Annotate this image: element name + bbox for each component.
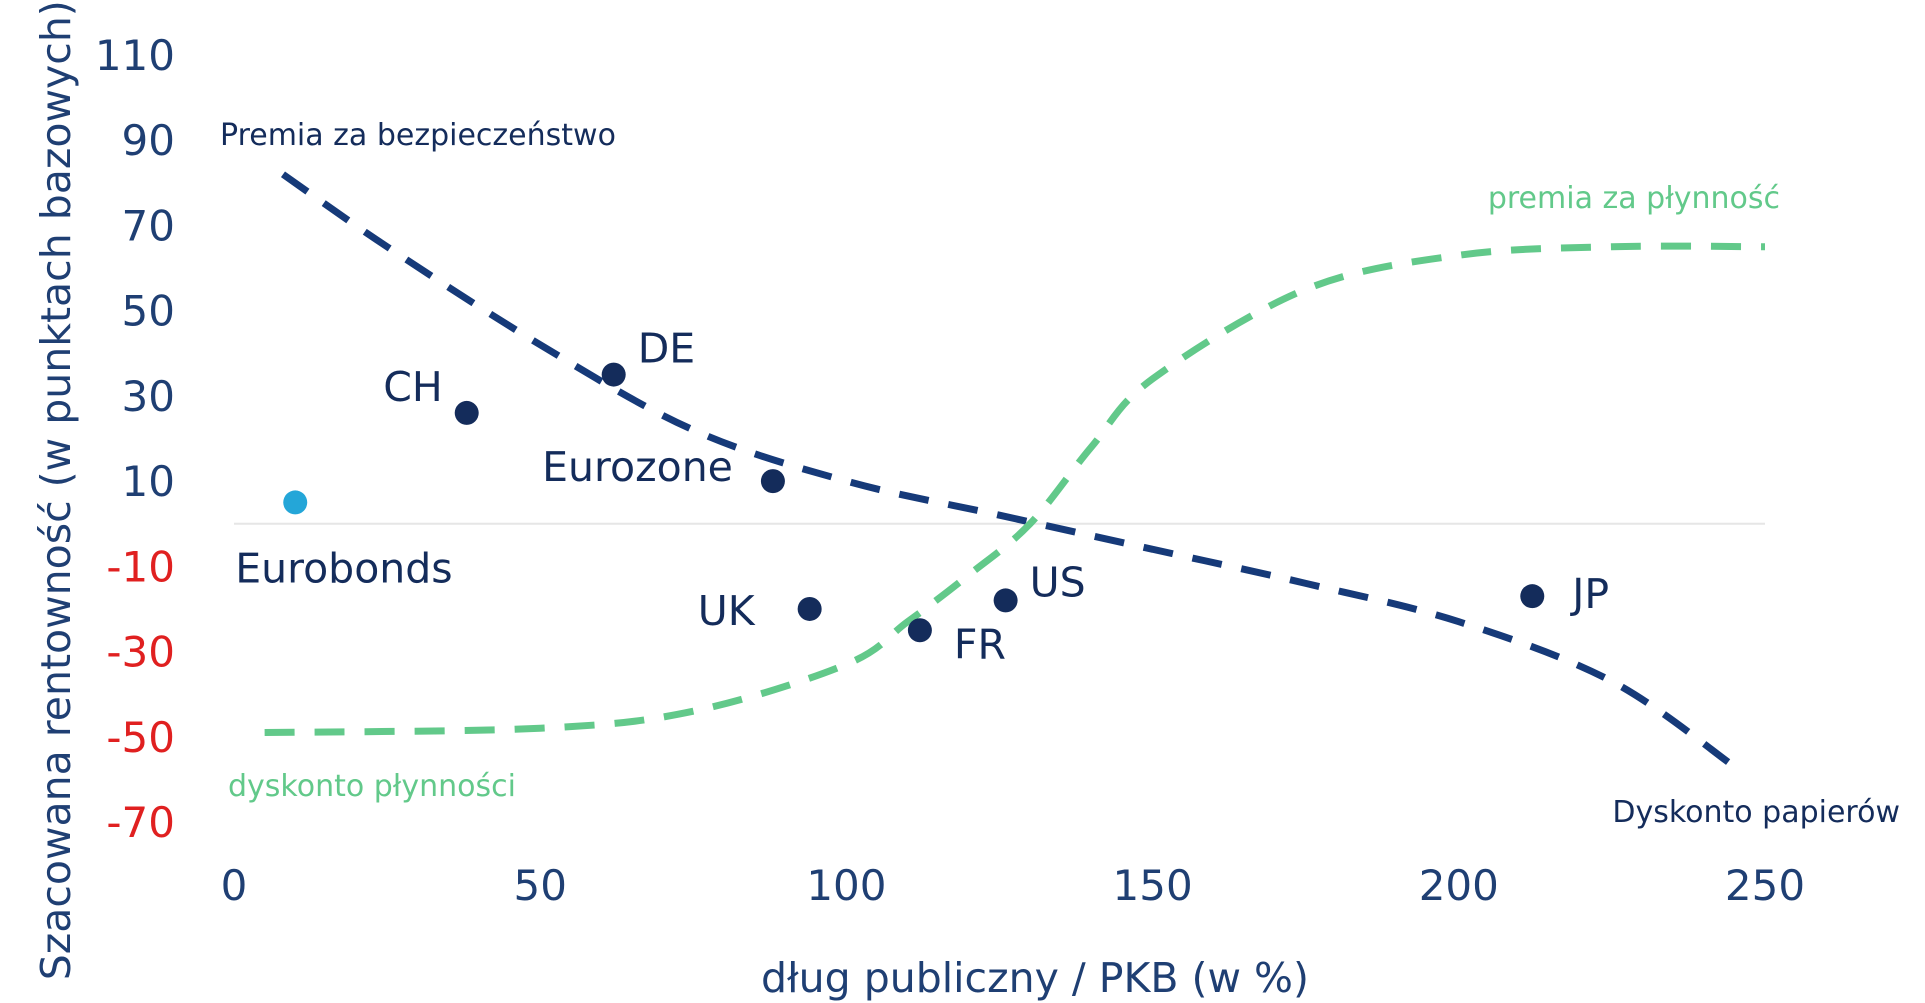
point-ch — [454, 400, 479, 425]
point-label-uk: UK — [698, 587, 756, 635]
y-axis-title: Szacowana rentowność (w punktach bazowyc… — [32, 0, 80, 980]
point-label-eurozone: Eurozone — [542, 443, 733, 491]
y-tick-label: 70 — [122, 201, 175, 250]
point-label-de: DE — [638, 325, 695, 373]
x-tick-label: 250 — [1725, 861, 1805, 910]
point-jp — [1520, 584, 1545, 609]
point-us — [993, 588, 1018, 613]
x-tick-label: 50 — [513, 861, 566, 910]
point-label-jp: JP — [1569, 570, 1609, 618]
x-tick-label: 0 — [221, 861, 248, 910]
x-axis-ticks: 0 50 100 150 200 250 — [221, 861, 1805, 910]
point-de — [601, 362, 626, 387]
x-tick-label: 100 — [806, 861, 886, 910]
y-axis-ticks: 110 90 70 50 30 10 -10 -30 -50 -70 — [95, 31, 175, 847]
y-tick-label: -70 — [106, 798, 175, 847]
point-label-ch: CH — [383, 363, 442, 411]
y-tick-label: 50 — [122, 287, 175, 336]
point-label-us: US — [1030, 558, 1086, 606]
point-eurozone — [760, 469, 785, 494]
point-eurobonds — [283, 490, 308, 515]
point-label-fr: FR — [954, 620, 1006, 668]
data-points: CH DE Eurozone UK FR US JP Eurobonds — [235, 325, 1609, 669]
safety-premium-curve — [280, 171, 1737, 770]
curves — [264, 171, 1766, 770]
y-tick-label: 90 — [122, 116, 175, 165]
y-tick-label: 10 — [122, 457, 175, 506]
x-tick-label: 200 — [1419, 861, 1499, 910]
liquidity-premium-curve — [264, 242, 1766, 737]
y-tick-label: 110 — [95, 31, 175, 80]
y-tick-label: 30 — [122, 372, 175, 421]
point-label-eurobonds: Eurobonds — [235, 544, 452, 592]
y-tick-label: -30 — [106, 628, 175, 677]
point-fr — [907, 618, 932, 643]
liquidity-premium-label: premia za płynność — [1488, 181, 1780, 216]
security-discount-label: Dyskonto papierów — [1612, 795, 1900, 830]
x-axis-title: dług publiczny / PKB (w %) — [761, 954, 1309, 1002]
y-tick-label: -50 — [106, 713, 175, 762]
safety-premium-label: Premia za bezpieczeństwo — [220, 118, 616, 153]
x-tick-label: 150 — [1113, 861, 1193, 910]
liquidity-discount-label: dyskonto płynności — [228, 769, 516, 804]
point-uk — [797, 596, 822, 621]
y-tick-label: -10 — [106, 542, 175, 591]
